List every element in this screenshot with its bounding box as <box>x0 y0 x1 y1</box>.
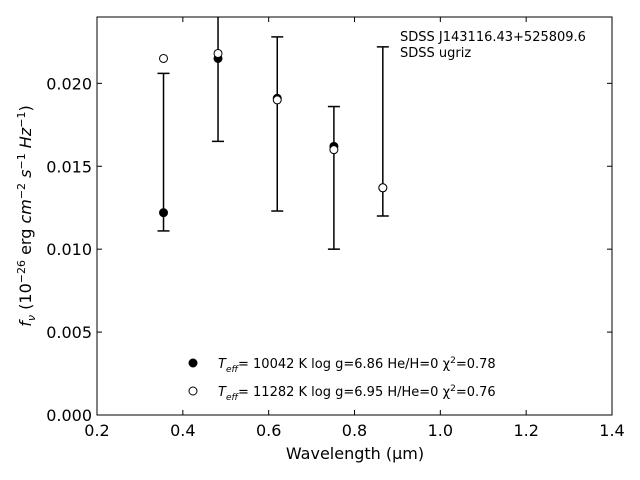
y-axis-title: fν (10−26 erg cm−2 s−1 Hz−1) <box>15 105 38 326</box>
legend-marker-open <box>188 386 198 396</box>
plot-frame <box>96 16 613 416</box>
x-tick-label: 0.8 <box>342 421 367 440</box>
axis-ticks: 0.2 0.4 0.6 0.8 1.0 1.2 1.4 0.000 0.005 0.010 0.01… <box>46 17 625 440</box>
x-tick-label: 0.6 <box>256 421 281 440</box>
point-open <box>159 53 169 63</box>
point-open <box>213 48 223 58</box>
y-tick-label: 0.010 <box>46 240 92 259</box>
annotation-line-1: SDSS J143116.43+525809.6 <box>400 30 586 45</box>
x-tick-label: 0.4 <box>170 421 195 440</box>
x-tick-label: 1.0 <box>428 421 453 440</box>
annotation-line-2: SDSS ugriz <box>400 46 471 61</box>
point-filled <box>159 208 169 218</box>
point-open <box>378 183 388 193</box>
point-open <box>272 95 282 105</box>
legend-label: Teff= 10042 K log g=6.86 He/H=0 χ2=0.78 <box>218 356 496 375</box>
y-tick-label: 0.005 <box>46 323 92 342</box>
data-points <box>159 48 388 218</box>
error-bars <box>157 17 389 250</box>
x-axis-title: Wavelength (μm) <box>286 444 424 463</box>
legend-marker-filled <box>188 358 198 368</box>
legend: Teff= 10042 K log g=6.86 He/H=0 χ2=0.78 T… <box>188 356 496 403</box>
y-tick-label: 0.000 <box>46 406 92 425</box>
y-tick-label: 0.015 <box>46 157 92 176</box>
point-open <box>329 145 339 155</box>
x-tick-label: 0.2 <box>84 421 109 440</box>
y-tick-label: 0.020 <box>46 74 92 93</box>
x-tick-label: 1.4 <box>599 421 624 440</box>
legend-label: Teff= 11282 K log g=6.95 H/He=0 χ2=0.76 <box>218 384 496 403</box>
x-tick-label: 1.2 <box>513 421 538 440</box>
